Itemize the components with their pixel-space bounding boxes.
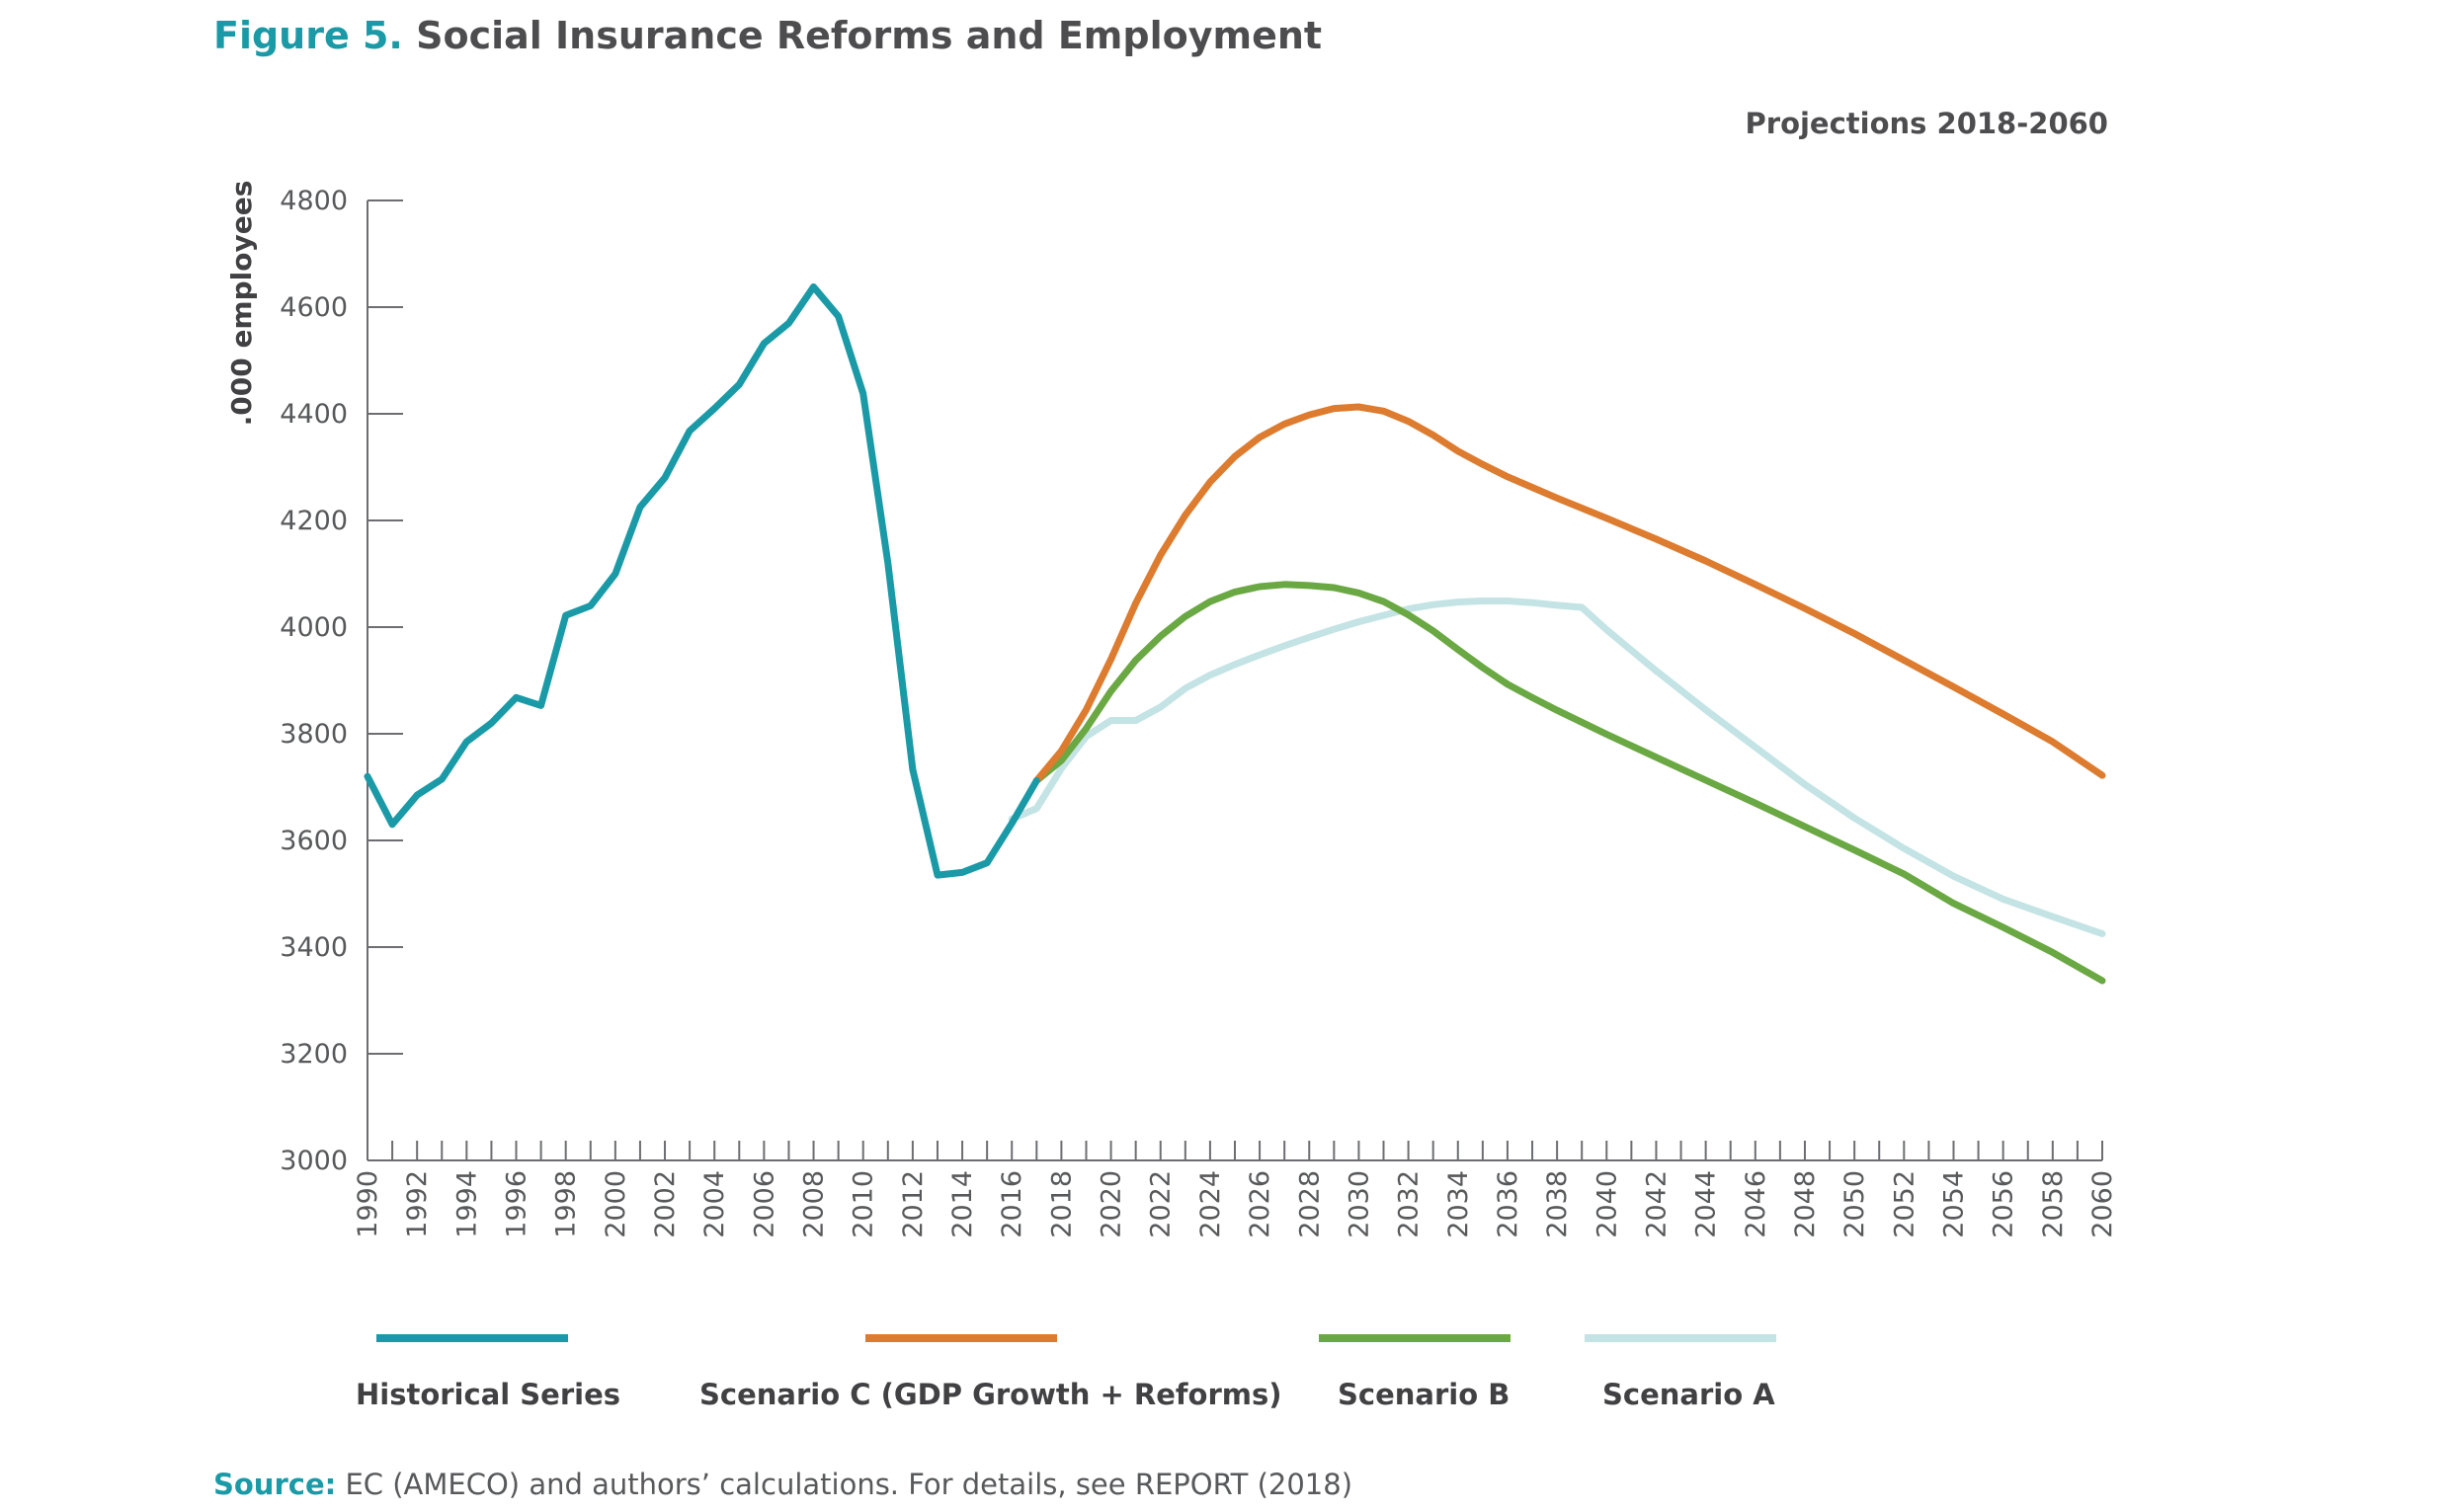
x-tick-label: 2036 <box>1493 1170 1523 1238</box>
chart-series <box>364 283 2106 985</box>
x-tick-label: 1994 <box>451 1170 482 1238</box>
chart-legend: Historical Series Scenario C (GDP Growth … <box>356 1334 1776 1411</box>
x-tick-label: 2048 <box>1790 1170 1821 1238</box>
x-tick-label: 1998 <box>551 1170 582 1238</box>
figure-title: Figure 5. Social Insurance Reforms and E… <box>213 14 1322 57</box>
x-tick-label: 2032 <box>1394 1170 1425 1238</box>
x-tick-label: 2006 <box>749 1170 779 1238</box>
x-tick-label: 2004 <box>699 1170 730 1238</box>
series-line-historical-series <box>364 283 1040 879</box>
y-tick-label: 3200 <box>280 1039 348 1070</box>
x-tick-label: 2022 <box>1146 1170 1177 1238</box>
legend-label-scenario-c-gdp-growth-reforms: Scenario C (GDP Growth + Reforms) <box>699 1378 1281 1411</box>
x-tick-label: 2050 <box>1839 1170 1870 1238</box>
source-text: EC (AMECO) and authors’ calculations. Fo… <box>345 1468 1353 1501</box>
y-tick-label: 4800 <box>280 186 348 216</box>
x-tick-label: 2010 <box>849 1170 879 1238</box>
x-tick-label: 2024 <box>1195 1170 1226 1238</box>
x-tick-label: 2052 <box>1889 1170 1919 1238</box>
y-tick-label: 3600 <box>280 826 348 856</box>
chart-subtitle: Projections 2018-2060 <box>1745 107 2108 140</box>
y-axis-title: .000 employees <box>225 181 258 427</box>
x-tick-label: 2034 <box>1443 1170 1474 1238</box>
x-tick-label: 2028 <box>1294 1170 1325 1238</box>
x-tick-label: 2008 <box>799 1170 830 1238</box>
x-tick-label: 1990 <box>353 1170 383 1238</box>
x-tick-label: 2060 <box>2087 1170 2118 1238</box>
series-line-scenario-a <box>1008 597 2106 937</box>
y-tick-label: 4400 <box>280 399 348 430</box>
y-tick-label: 3800 <box>280 719 348 750</box>
x-tick-label: 2012 <box>898 1170 929 1238</box>
figure-title-text: Social Insurance Reforms and Employment <box>416 14 1323 57</box>
x-tick-label: 2040 <box>1592 1170 1622 1238</box>
x-tick-label: 2058 <box>2038 1170 2069 1238</box>
x-tick-label: 2020 <box>1097 1170 1127 1238</box>
x-tick-label: 2014 <box>947 1170 978 1238</box>
x-tick-label: 2000 <box>601 1170 631 1238</box>
figure-label: Figure 5. <box>213 14 403 57</box>
series-line-scenario-b <box>1032 581 2106 985</box>
x-tick-label: 1996 <box>502 1170 532 1238</box>
x-tick-label: 2044 <box>1691 1170 1722 1238</box>
x-tick-label: 2030 <box>1344 1170 1374 1238</box>
legend-label-historical-series: Historical Series <box>356 1378 620 1411</box>
source-label: Source: <box>213 1468 337 1501</box>
y-tick-label: 4600 <box>280 292 348 323</box>
chart-axes: 3000 3200 3400 3600 3800 4000 4200 4400 4600 4800… <box>225 181 2118 1238</box>
source-note: Source: EC (AMECO) and authors’ calculat… <box>213 1468 1352 1501</box>
x-tick-label: 1992 <box>402 1170 433 1238</box>
x-tick-label: 2046 <box>1741 1170 1771 1238</box>
y-tick-label: 3000 <box>280 1146 348 1176</box>
series-line-scenario-c-gdp-growth-reforms <box>1032 403 2106 784</box>
y-tick-label: 3400 <box>280 932 348 963</box>
x-tick-label: 2038 <box>1542 1170 1573 1238</box>
x-tick-label: 2054 <box>1938 1170 1969 1238</box>
x-tick-label: 2042 <box>1641 1170 1672 1238</box>
x-tick-label: 2016 <box>997 1170 1027 1238</box>
x-tick-label: 2002 <box>650 1170 681 1238</box>
y-tick-label: 4000 <box>280 612 348 643</box>
x-tick-label: 2056 <box>1989 1170 2019 1238</box>
legend-label-scenario-a: Scenario A <box>1602 1378 1775 1411</box>
x-tick-label: 2018 <box>1046 1170 1077 1238</box>
legend-label-scenario-b: Scenario B <box>1338 1378 1510 1411</box>
x-tick-label: 2026 <box>1245 1170 1275 1238</box>
y-tick-label: 4200 <box>280 506 348 536</box>
